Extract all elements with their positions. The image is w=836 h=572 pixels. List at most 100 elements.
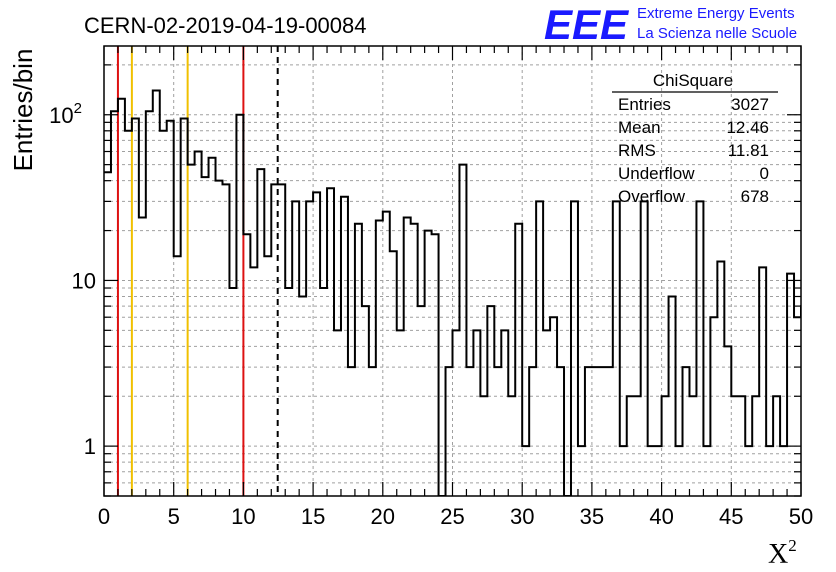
- histogram-bin: [487, 306, 494, 496]
- histogram-bin: [613, 201, 620, 496]
- histogram-bin: [724, 346, 731, 496]
- histogram-bin: [794, 317, 801, 496]
- histogram-bin: [606, 367, 613, 496]
- stats-label-entries: Entries: [618, 95, 671, 114]
- histogram-bin: [264, 256, 271, 496]
- histogram-bin: [585, 367, 592, 496]
- histogram-bin: [104, 172, 111, 496]
- histogram-bin: [334, 330, 341, 496]
- histogram-bin: [167, 121, 174, 496]
- histogram-bin: [599, 367, 606, 496]
- x-tick-label: 10: [231, 504, 255, 529]
- histogram-bin: [306, 201, 313, 496]
- histogram: [104, 89, 836, 496]
- histogram-bin: [195, 152, 202, 496]
- histogram-bin: [132, 118, 139, 496]
- histogram-bin: [146, 111, 153, 496]
- histogram-bin: [271, 184, 278, 496]
- x-tick-label: 50: [789, 504, 813, 529]
- reference-lines: [116, 46, 279, 496]
- histogram-bin: [571, 201, 578, 496]
- histogram-bin: [327, 188, 334, 496]
- y-tick-label: 10: [72, 268, 96, 293]
- histogram-bin: [292, 201, 299, 496]
- histogram-bin: [397, 330, 404, 496]
- eee-logo: EEE: [544, 1, 630, 48]
- histogram-bin: [683, 367, 690, 496]
- histogram-bin: [355, 224, 362, 496]
- x-tick-label: 20: [371, 504, 395, 529]
- stats-value-underflow: 0: [760, 164, 769, 183]
- run-title: CERN-02-2019-04-19-00084: [84, 13, 367, 38]
- histogram-bin: [160, 131, 167, 496]
- histogram-bin: [801, 306, 808, 496]
- histogram-bin: [446, 367, 453, 496]
- axes: [103, 45, 802, 497]
- histogram-bin: [222, 184, 229, 496]
- logo-line-2: La Scienza nelle Scuole: [637, 25, 797, 42]
- stats-value-rms: 11.81: [728, 141, 769, 160]
- histogram-bin: [209, 158, 216, 496]
- stats-label-underflow: Underflow: [618, 164, 695, 183]
- histogram-bin: [285, 288, 292, 496]
- histogram-bin: [473, 330, 480, 496]
- histogram-bin: [174, 256, 181, 496]
- logo-line-1: Extreme Energy Events: [637, 5, 795, 22]
- histogram-bin: [425, 231, 432, 496]
- histogram-bin: [411, 224, 418, 496]
- histogram-bin: [432, 234, 439, 496]
- histogram-bin: [111, 111, 118, 496]
- histogram-bin: [453, 330, 460, 496]
- histogram-bin: [125, 131, 132, 496]
- histogram-bin: [243, 234, 250, 496]
- histogram-bin: [710, 317, 717, 496]
- x-tick-label: 5: [168, 504, 180, 529]
- histogram-bin: [202, 177, 209, 496]
- histogram-bin: [139, 217, 146, 496]
- histogram-bin: [829, 446, 836, 496]
- x-tick-label: 15: [301, 504, 325, 529]
- histogram-bin: [257, 169, 264, 496]
- histogram-bin: [369, 367, 376, 496]
- x-axis-title: Χ2: [768, 536, 797, 570]
- histogram-outline: [104, 89, 801, 496]
- x-tick-label: 35: [580, 504, 604, 529]
- histogram-bin: [236, 115, 243, 496]
- stats-title: ChiSquare: [653, 71, 733, 90]
- histogram-bin: [376, 221, 383, 496]
- histogram-bin: [494, 367, 501, 496]
- histogram-bin: [822, 396, 829, 496]
- histogram-bin: [557, 367, 564, 496]
- histogram-bin: [515, 224, 522, 496]
- x-tick-label: 40: [649, 504, 673, 529]
- histogram-bin: [592, 367, 599, 496]
- histogram-bin: [543, 330, 550, 496]
- histogram-bin: [229, 288, 236, 496]
- histogram-bin: [550, 317, 557, 496]
- stats-value-mean: 12.46: [726, 118, 769, 137]
- x-tick-label: 30: [510, 504, 534, 529]
- histogram-bin: [278, 184, 285, 496]
- histogram-bin: [418, 306, 425, 496]
- histogram-bin: [536, 201, 543, 496]
- histogram-bin: [216, 181, 223, 496]
- histogram-bin: [529, 367, 536, 496]
- x-tick-label: 0: [98, 504, 110, 529]
- histogram-bin: [313, 192, 320, 496]
- histogram-bin: [808, 288, 815, 496]
- histogram-bin: [501, 330, 508, 496]
- histogram-bin: [641, 201, 648, 496]
- stats-label-rms: RMS: [618, 141, 656, 160]
- x-tick-label: 25: [440, 504, 464, 529]
- histogram-bin: [696, 201, 703, 496]
- y-tick-label: 1: [84, 434, 96, 459]
- histogram-bin: [362, 306, 369, 496]
- x-tick-label: 45: [719, 504, 743, 529]
- stats-value-entries: 3027: [731, 95, 769, 114]
- histogram-bin: [404, 217, 411, 496]
- tick-labels: 0 5 10 15 20 25 30 35 40 45 50 1 10 102: [49, 100, 813, 529]
- stats-box: ChiSquare Entries 3027 Mean 12.46 RMS 11…: [612, 71, 778, 206]
- stats-value-overflow: 678: [741, 187, 769, 206]
- histogram-bin: [466, 367, 473, 496]
